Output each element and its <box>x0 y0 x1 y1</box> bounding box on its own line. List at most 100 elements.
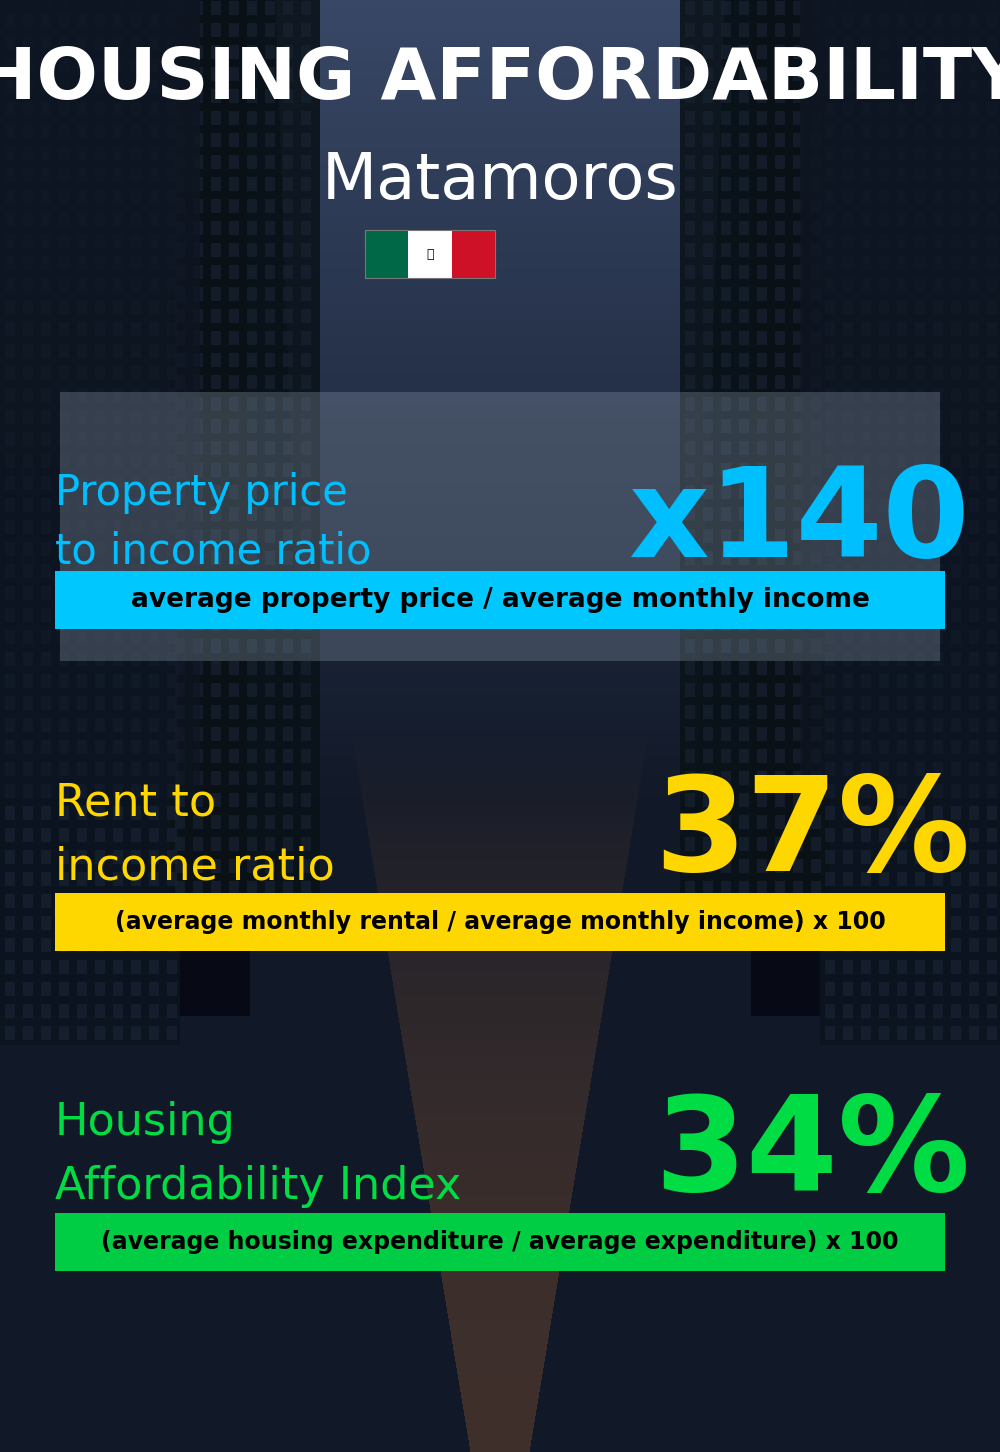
Bar <box>861 873 871 886</box>
Bar <box>879 520 889 534</box>
Bar <box>685 221 695 235</box>
Bar <box>703 858 713 873</box>
Bar <box>149 125 159 138</box>
Bar <box>149 543 159 556</box>
Bar <box>301 418 311 433</box>
Bar <box>793 682 803 697</box>
Bar <box>193 682 203 697</box>
Bar <box>229 23 239 36</box>
Bar <box>193 903 203 916</box>
Bar <box>113 565 123 578</box>
Bar <box>247 110 257 125</box>
Bar <box>915 520 925 534</box>
Bar <box>211 287 221 301</box>
Bar <box>113 147 123 160</box>
Bar <box>843 784 853 799</box>
Bar <box>987 454 997 469</box>
Bar <box>59 168 69 183</box>
Bar <box>41 279 51 292</box>
Bar <box>739 793 749 807</box>
Bar <box>23 15 33 29</box>
Bar <box>951 938 961 953</box>
Bar <box>229 704 239 719</box>
Bar <box>879 983 889 996</box>
Bar <box>175 23 185 36</box>
Bar <box>757 639 767 653</box>
Bar <box>969 762 979 777</box>
Bar <box>167 58 177 73</box>
Bar <box>113 257 123 270</box>
Bar <box>131 411 141 424</box>
Bar <box>680 0 830 944</box>
Bar <box>131 498 141 513</box>
Bar <box>41 983 51 996</box>
Bar <box>811 1 821 15</box>
Bar <box>23 433 33 446</box>
Bar <box>757 529 767 543</box>
Bar <box>41 476 51 491</box>
Bar <box>685 177 695 190</box>
Bar <box>175 264 185 279</box>
Bar <box>811 572 821 587</box>
Bar <box>131 301 141 315</box>
Bar <box>933 80 943 94</box>
Bar <box>793 903 803 916</box>
Bar <box>23 344 33 359</box>
Bar <box>739 858 749 873</box>
Bar <box>149 983 159 996</box>
Bar <box>229 331 239 344</box>
Bar <box>41 257 51 270</box>
Bar <box>897 916 907 931</box>
Bar <box>739 264 749 279</box>
Bar <box>167 806 177 820</box>
Bar <box>703 815 713 829</box>
Bar <box>915 366 925 380</box>
Bar <box>301 221 311 235</box>
Bar <box>721 881 731 894</box>
Bar <box>95 301 105 315</box>
Bar <box>757 749 767 762</box>
Bar <box>59 587 69 601</box>
Bar <box>149 212 159 227</box>
Bar <box>5 741 15 755</box>
Bar <box>843 520 853 534</box>
Bar <box>685 529 695 543</box>
Bar <box>175 682 185 697</box>
Bar <box>175 485 185 499</box>
Bar <box>739 199 749 213</box>
Bar <box>5 873 15 886</box>
Bar <box>149 80 159 94</box>
Bar <box>915 741 925 755</box>
Bar <box>193 221 203 235</box>
Bar <box>193 309 203 322</box>
Bar <box>193 771 203 784</box>
Bar <box>757 771 767 784</box>
Bar <box>897 322 907 337</box>
Bar <box>825 433 835 446</box>
Bar <box>915 829 925 842</box>
Bar <box>167 719 177 732</box>
Bar <box>23 190 33 205</box>
Bar <box>113 719 123 732</box>
Bar <box>969 0 979 6</box>
Bar <box>211 396 221 411</box>
Bar <box>739 661 749 675</box>
Bar <box>149 411 159 424</box>
Bar <box>793 925 803 939</box>
Bar <box>951 873 961 886</box>
Bar <box>811 309 821 322</box>
Bar <box>301 925 311 939</box>
Bar <box>247 903 257 916</box>
Bar <box>131 652 141 666</box>
Bar <box>265 331 275 344</box>
Bar <box>757 309 767 322</box>
Bar <box>793 309 803 322</box>
Bar <box>775 617 785 630</box>
Bar <box>95 1005 105 1018</box>
Bar <box>793 418 803 433</box>
Bar <box>811 595 821 608</box>
Bar <box>211 221 221 235</box>
Bar <box>5 916 15 931</box>
Bar <box>897 344 907 359</box>
Bar <box>175 132 185 147</box>
